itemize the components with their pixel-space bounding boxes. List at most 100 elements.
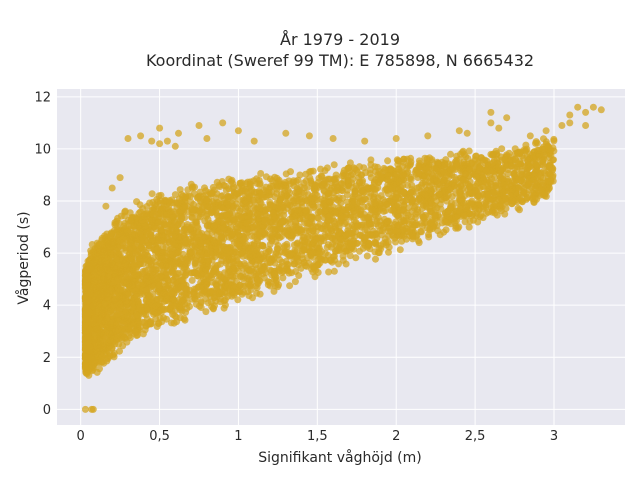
data-point (448, 193, 456, 200)
data-point (454, 224, 462, 232)
data-point (325, 241, 332, 249)
data-point (350, 198, 358, 205)
data-point (462, 153, 470, 161)
data-point (382, 201, 390, 208)
data-point (177, 243, 185, 251)
data-point (418, 228, 425, 236)
data-point (384, 157, 392, 165)
data-point (474, 198, 482, 206)
data-point (95, 241, 103, 249)
data-point (176, 186, 184, 194)
data-point (361, 226, 369, 234)
data-point (372, 255, 379, 263)
data-point (187, 180, 195, 188)
data-point (172, 313, 180, 321)
data-point (321, 167, 329, 175)
data-point (313, 182, 321, 190)
data-point (390, 176, 397, 184)
data-point (444, 160, 452, 168)
data-point (392, 190, 400, 198)
data-point (172, 224, 179, 232)
data-point (379, 240, 387, 247)
data-point (201, 233, 209, 241)
data-point (492, 147, 500, 155)
data-point (244, 226, 252, 234)
data-point (255, 256, 263, 264)
data-point (498, 145, 506, 153)
data-point (191, 260, 199, 267)
data-point (202, 308, 210, 316)
data-point (227, 193, 234, 201)
data-point (142, 311, 150, 319)
data-point (508, 177, 516, 185)
data-point (476, 213, 484, 221)
data-point (298, 226, 305, 234)
data-point (521, 162, 529, 170)
data-point (213, 178, 221, 186)
data-point (327, 197, 335, 204)
data-point (120, 333, 128, 341)
data-point (377, 192, 385, 200)
data-point (344, 165, 352, 172)
data-point (395, 221, 403, 229)
data-point (430, 212, 438, 220)
data-point (307, 177, 315, 185)
data-point (217, 278, 225, 286)
data-point (386, 224, 394, 232)
data-point (462, 204, 470, 212)
data-point (134, 248, 142, 256)
data-point (212, 242, 220, 250)
data-point (155, 281, 163, 289)
data-point (423, 224, 431, 232)
data-point (468, 212, 476, 220)
data-point (169, 295, 177, 303)
data-point (374, 184, 382, 192)
data-point (304, 213, 312, 221)
data-point (550, 137, 558, 145)
data-point (344, 240, 351, 248)
data-point (131, 231, 139, 239)
data-point (353, 223, 361, 231)
data-point (515, 194, 523, 202)
data-point (332, 247, 340, 255)
data-point (320, 202, 328, 209)
data-point (520, 189, 528, 197)
data-point (241, 242, 249, 250)
data-point (188, 276, 196, 284)
data-point (461, 218, 469, 226)
data-point (415, 196, 422, 203)
data-point (134, 297, 142, 305)
data-point (146, 199, 154, 207)
data-point (325, 268, 333, 276)
data-point (299, 236, 306, 244)
data-point (235, 221, 243, 229)
data-point (456, 208, 464, 216)
data-point (204, 257, 212, 265)
data-point (164, 228, 172, 235)
data-point (335, 194, 343, 202)
data-point (280, 207, 288, 215)
data-point (206, 189, 214, 197)
data-point (398, 237, 406, 245)
data-point (273, 183, 281, 191)
data-point (229, 184, 237, 192)
data-point (330, 267, 338, 275)
data-point (155, 233, 163, 241)
data-point (203, 222, 211, 230)
data-point (253, 246, 261, 254)
data-point (138, 281, 146, 289)
data-point (178, 213, 186, 221)
data-point (403, 164, 411, 172)
data-point (353, 239, 361, 247)
data-point (162, 282, 170, 290)
data-point (137, 237, 145, 245)
data-point (180, 264, 188, 272)
data-point (98, 311, 106, 319)
data-point (314, 234, 322, 242)
data-point (212, 264, 220, 272)
data-point (250, 204, 257, 212)
data-point (270, 254, 278, 262)
data-point (279, 274, 287, 282)
data-point (109, 335, 117, 343)
